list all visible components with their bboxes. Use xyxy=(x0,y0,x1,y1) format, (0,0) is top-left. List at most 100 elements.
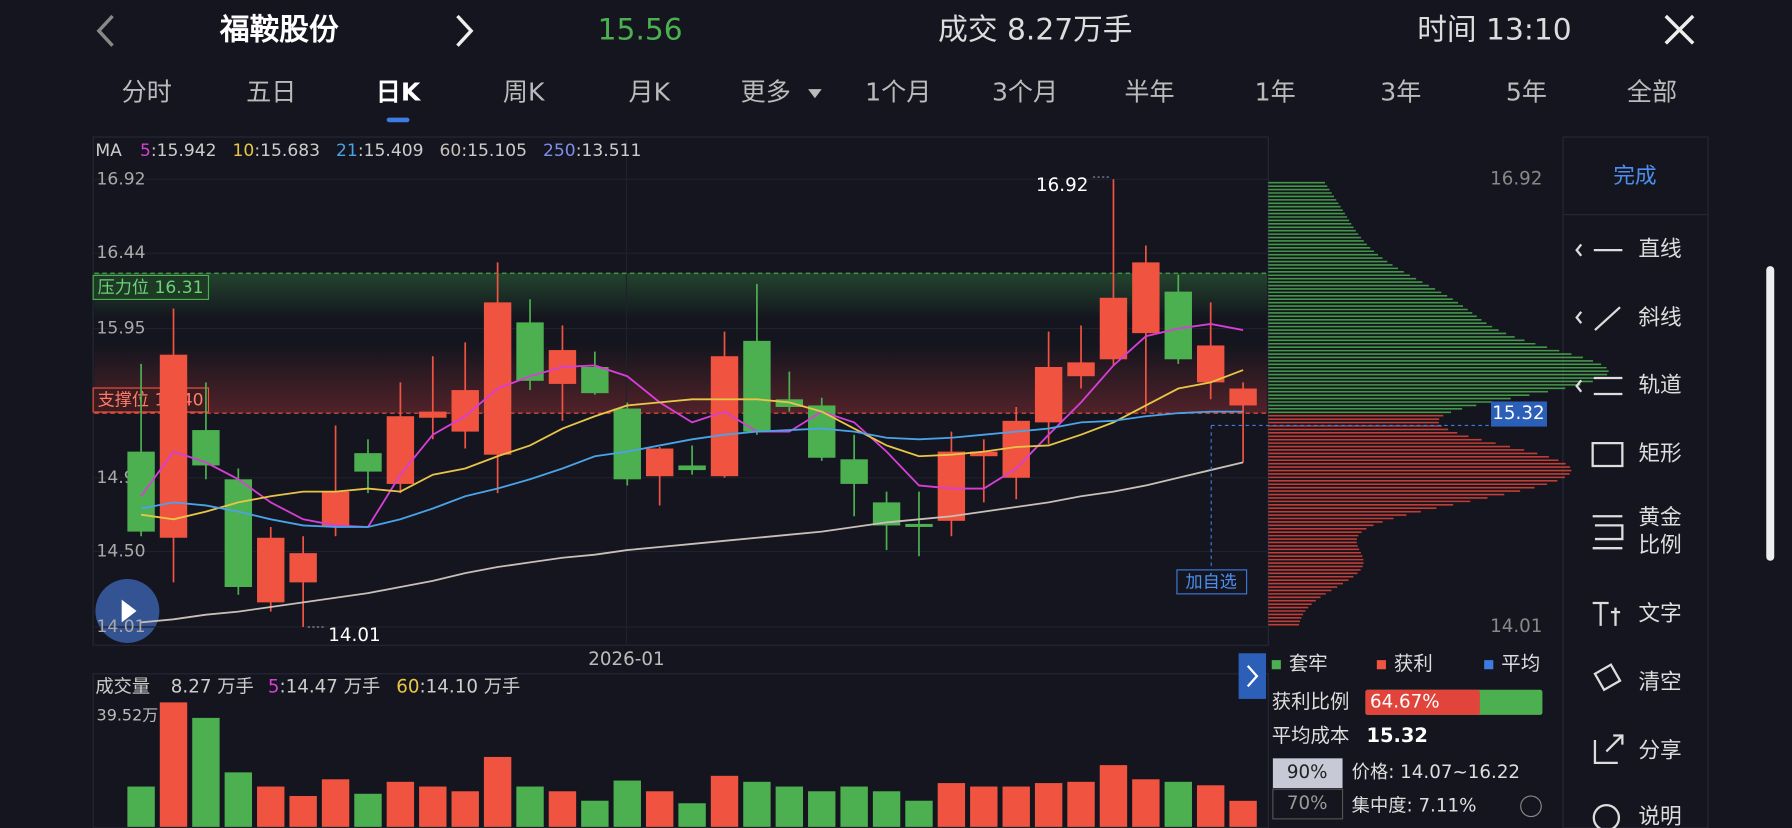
done-button[interactable]: 完成 xyxy=(1613,164,1656,189)
candle-body xyxy=(257,537,285,603)
tool-label[interactable]: 轨道 xyxy=(1638,373,1681,398)
tab-underline xyxy=(386,117,410,123)
back-button[interactable] xyxy=(96,14,114,47)
tool-label[interactable]: 比例 xyxy=(1638,533,1681,558)
candle-body xyxy=(1099,297,1128,360)
avg-title: 平均成本 xyxy=(1272,724,1350,747)
volume-frame xyxy=(92,673,1269,828)
expand-icon xyxy=(1246,665,1259,688)
volume-bar xyxy=(937,783,966,827)
ma-value: :15.105 xyxy=(461,141,527,161)
candle-body xyxy=(516,322,544,381)
add-watch-box[interactable] xyxy=(1176,569,1248,595)
ma-name: 10 xyxy=(233,141,255,161)
candle-body xyxy=(937,451,966,521)
p70-box[interactable] xyxy=(1272,788,1344,820)
next-button[interactable] xyxy=(456,14,474,47)
low-label: 14.01 xyxy=(328,625,380,646)
tab[interactable]: 1年 xyxy=(1255,78,1296,107)
y-tick-label: 16.92 xyxy=(97,169,146,189)
tool-label[interactable]: 文字 xyxy=(1638,601,1681,626)
tab[interactable]: 3年 xyxy=(1380,78,1421,107)
volume-bar xyxy=(354,793,382,827)
y-tick-label: 16.44 xyxy=(97,243,146,263)
volume-bar xyxy=(613,780,641,827)
tool-icon xyxy=(1592,804,1621,828)
volume-bar xyxy=(516,786,544,827)
avg-cost-label: 15.32 xyxy=(1492,403,1544,424)
volume-title: 成交量 xyxy=(95,677,150,698)
ma-value: :13.511 xyxy=(576,141,642,161)
tab[interactable]: 5年 xyxy=(1506,78,1547,107)
ma-name: 60 xyxy=(440,141,462,161)
y-tick-label: 14.9 xyxy=(97,468,135,488)
tab[interactable]: 更多 xyxy=(741,78,791,107)
volume-bar xyxy=(1099,765,1128,827)
candle-body xyxy=(613,408,641,480)
tool-label[interactable]: 矩形 xyxy=(1638,442,1681,467)
legend-swatch xyxy=(1271,660,1281,670)
candle-body xyxy=(1067,362,1095,377)
tool-label[interactable]: 说明 xyxy=(1638,805,1681,828)
candle-body xyxy=(1196,345,1225,383)
tool-label[interactable]: 斜线 xyxy=(1638,306,1681,331)
volume-bar xyxy=(548,791,577,827)
volume-bar xyxy=(905,800,933,827)
scrollbar xyxy=(1766,266,1775,561)
tab[interactable]: 3个月 xyxy=(992,78,1058,107)
tab[interactable]: 周K xyxy=(503,78,545,107)
candle-body xyxy=(321,491,350,527)
tool-label[interactable]: 黄金 xyxy=(1638,505,1682,530)
close-button[interactable] xyxy=(1664,14,1695,45)
tool-icon xyxy=(1575,376,1623,396)
candle-body xyxy=(289,553,317,583)
candle-body xyxy=(872,502,901,526)
candle-body xyxy=(159,354,188,538)
candle-body xyxy=(970,451,998,457)
volume-bar xyxy=(872,791,901,827)
p90: 90% xyxy=(1287,762,1328,783)
ma-value: :15.409 xyxy=(358,141,424,161)
volume-bar xyxy=(840,786,868,827)
tab[interactable]: 全部 xyxy=(1627,78,1677,107)
candle-body xyxy=(710,356,739,477)
volume-bar xyxy=(1164,781,1192,827)
legend-label: 套牢 xyxy=(1289,652,1328,675)
volume-bar xyxy=(970,786,998,827)
volume-bar xyxy=(192,717,220,827)
p90-box[interactable] xyxy=(1272,758,1343,789)
ma-value: :15.683 xyxy=(254,141,320,161)
tool-label[interactable]: 分享 xyxy=(1638,738,1681,763)
candle-body xyxy=(451,390,479,432)
volume-current: 8.27 万手 xyxy=(171,677,254,698)
info-icon[interactable] xyxy=(1520,795,1542,818)
volume-header: 成交 8.27万手 xyxy=(938,12,1132,47)
tab[interactable]: 1个月 xyxy=(865,78,931,107)
tool-label[interactable]: 直线 xyxy=(1638,237,1681,262)
candle-body xyxy=(1229,388,1257,406)
expand-button[interactable] xyxy=(1238,653,1267,699)
volume-bar xyxy=(808,791,836,827)
ma-value: :15.942 xyxy=(151,141,217,161)
tab[interactable]: 日K xyxy=(376,78,422,107)
tool-label[interactable]: 清空 xyxy=(1638,670,1681,695)
tab[interactable]: 月K xyxy=(629,78,671,107)
legend-swatch xyxy=(1484,660,1494,670)
volume-bar xyxy=(710,775,739,827)
candle-body xyxy=(678,465,706,471)
tab[interactable]: 半年 xyxy=(1124,78,1174,107)
volume-bar xyxy=(159,702,188,827)
tab[interactable]: 分时 xyxy=(122,78,172,107)
legend-label: 平均 xyxy=(1501,652,1540,675)
candle-body xyxy=(581,366,609,394)
volume-bar xyxy=(289,795,317,827)
tool-icon xyxy=(1593,663,1622,692)
right-price-label: 14.01 xyxy=(1490,616,1542,637)
candle-body xyxy=(645,448,674,477)
volume-bar xyxy=(1196,785,1225,827)
avg-cost-tag xyxy=(1491,401,1547,427)
volume-bar xyxy=(645,791,674,827)
vol-ma-name: 5 xyxy=(268,677,280,698)
tab[interactable]: 五日 xyxy=(246,78,296,107)
